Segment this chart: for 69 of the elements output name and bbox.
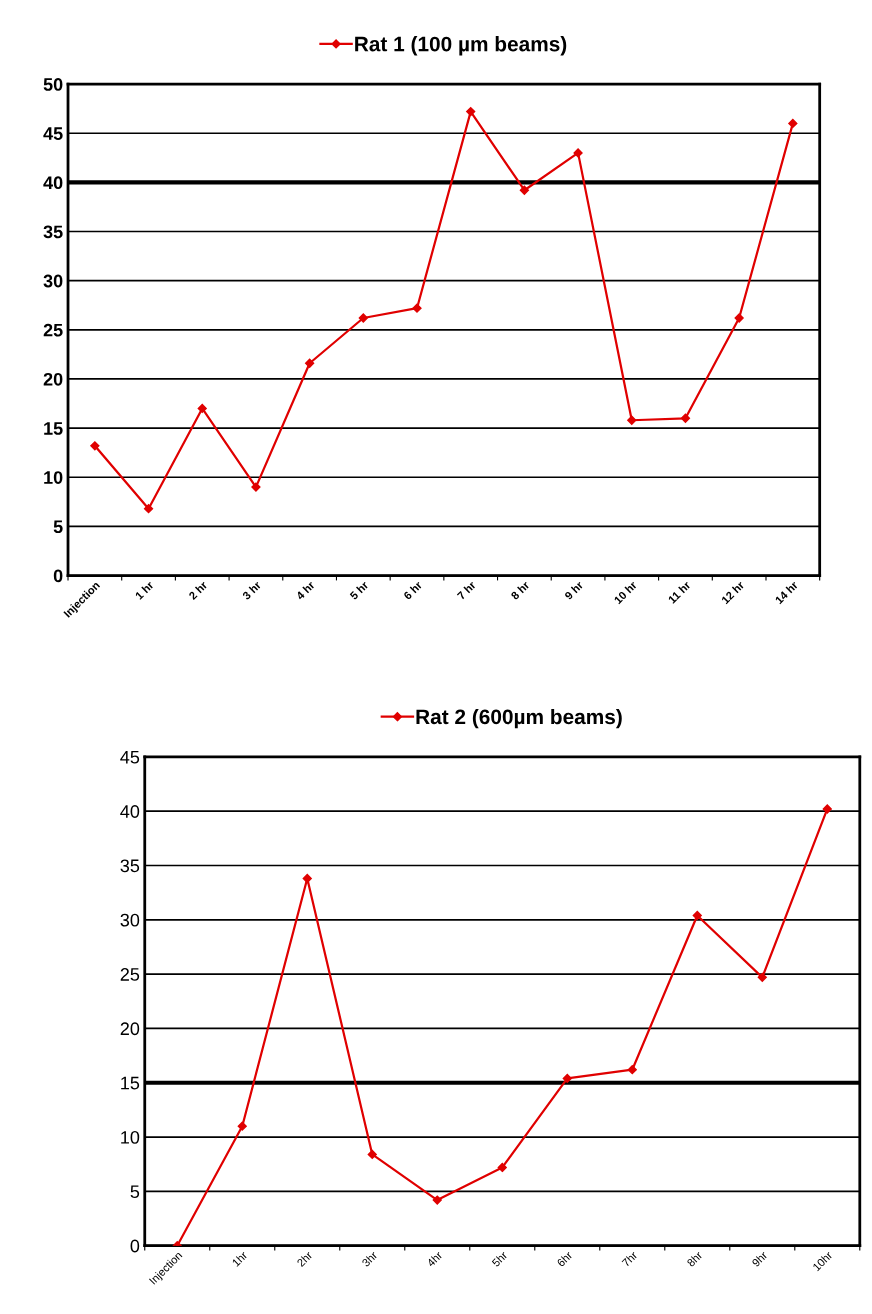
point xyxy=(432,1195,442,1205)
y-tick-label: 5 xyxy=(53,520,63,534)
point xyxy=(734,313,744,323)
point xyxy=(497,1162,507,1173)
point xyxy=(412,303,422,313)
x-tick-label: 14 hr xyxy=(774,580,799,605)
point xyxy=(358,313,368,323)
x-tick-label: 8hr xyxy=(686,1250,703,1268)
x-tick-label: 12 hr xyxy=(720,580,745,605)
y-tick-label: 25 xyxy=(120,968,140,981)
y-tick-label: 10 xyxy=(44,471,63,484)
point xyxy=(680,413,691,423)
y-tick-label: 20 xyxy=(43,372,63,386)
y-tick-label: 40 xyxy=(120,805,140,818)
x-tick-label: 8 hr xyxy=(510,580,531,601)
point xyxy=(573,148,583,158)
legend-label: Rat 2 (600µm beams) xyxy=(416,708,622,729)
y-tick-label: 0 xyxy=(53,569,63,583)
y-tick-label: 35 xyxy=(120,859,140,873)
x-tick-label: 9 hr xyxy=(563,580,584,601)
y-tick-label: 25 xyxy=(43,323,63,337)
point xyxy=(251,482,261,492)
point xyxy=(692,910,702,921)
y-tick-label: 30 xyxy=(120,913,140,927)
point xyxy=(788,118,798,129)
y-tick-label: 50 xyxy=(43,78,63,91)
x-tick-label: 1 hr xyxy=(134,580,155,600)
point xyxy=(237,1121,247,1131)
point xyxy=(304,358,315,368)
y-tick-label: 45 xyxy=(120,750,140,764)
y-tick-label: 30 xyxy=(43,274,63,288)
point xyxy=(822,804,832,814)
y-tick-label: 45 xyxy=(43,127,63,140)
x-tick-label: 10 hr xyxy=(613,580,638,605)
point xyxy=(519,185,530,195)
point xyxy=(143,504,154,514)
point xyxy=(562,1073,572,1084)
point xyxy=(627,415,637,425)
point xyxy=(367,1149,377,1160)
legend-label: Rat 1 (100 µm beams) xyxy=(355,36,567,56)
x-tick-label: 2 hr xyxy=(188,580,208,601)
y-tick-label: 15 xyxy=(121,1076,140,1090)
x-tick-label: 3 hr xyxy=(241,580,262,601)
x-tick-label: 3hr xyxy=(361,1250,378,1268)
y-tick-label: 40 xyxy=(43,176,63,190)
x-tick-label: 4 hr xyxy=(295,580,316,601)
point xyxy=(90,441,100,451)
y-tick-label: 35 xyxy=(43,225,63,239)
point xyxy=(466,106,476,117)
x-tick-label: 1hr xyxy=(231,1250,248,1267)
y-tick-label: 15 xyxy=(44,422,63,435)
x-tick-label: 11 hr xyxy=(667,580,692,604)
x-tick-label: 7 hr xyxy=(456,580,477,601)
y-tick-label: 20 xyxy=(120,1022,140,1036)
x-tick-label: 7hr xyxy=(621,1250,638,1268)
x-tick-label: 5 hr xyxy=(349,580,369,601)
x-tick-label: 6hr xyxy=(556,1250,573,1268)
point xyxy=(197,403,207,414)
y-tick-label: 0 xyxy=(130,1239,140,1253)
x-tick-label: 4hr xyxy=(426,1250,443,1268)
y-tick-label: 5 xyxy=(130,1185,140,1199)
point xyxy=(627,1065,637,1075)
y-tick-label: 10 xyxy=(121,1130,140,1144)
x-tick-label: 2hr xyxy=(296,1250,313,1268)
x-tick-label: 5hr xyxy=(491,1250,508,1268)
point xyxy=(302,873,312,884)
x-tick-label: 9hr xyxy=(751,1250,768,1268)
x-tick-label: 6 hr xyxy=(402,580,423,601)
point xyxy=(757,972,767,982)
